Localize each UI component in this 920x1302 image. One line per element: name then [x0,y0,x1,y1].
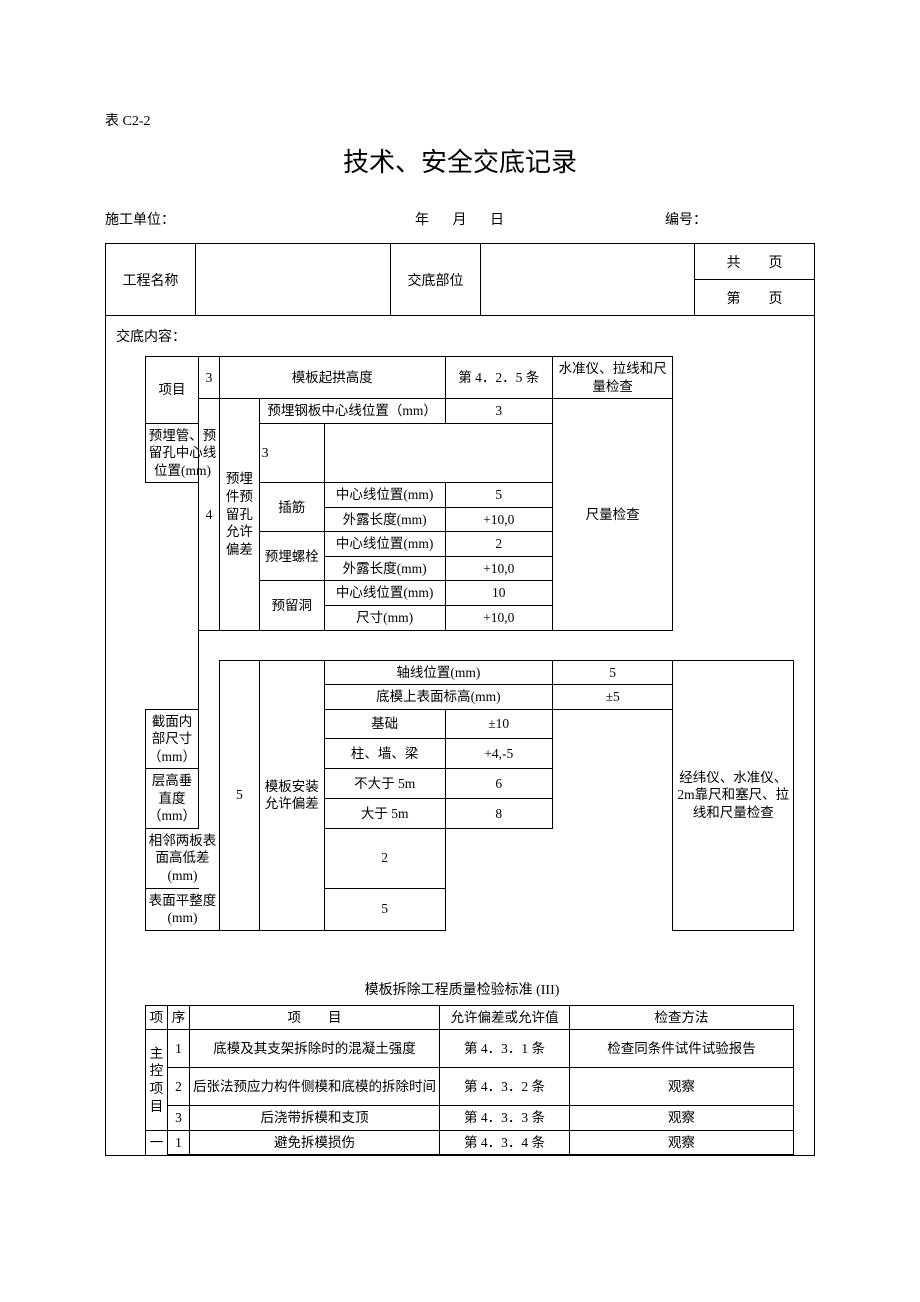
r5-3-item: 基础 [324,709,445,739]
day-label: 日 [490,213,504,228]
page-label-1: 第 [727,292,741,307]
r4-5-value: 2 [445,532,552,557]
t2-r3-method: 观察 [570,1106,794,1131]
t2-r1-item: 底模及其支架拆除时的混凝土强度 [190,1030,440,1068]
part-value [481,244,695,316]
inner-table-1: 项目 3 模板起拱高度 第 4．2．5 条 水准仪、拉线和尺量检查 4 预埋件预… [145,356,794,931]
r4-method: 尺量检查 [552,399,673,630]
t2-r3-item: 后浇带拆模和支顶 [190,1106,440,1131]
t2-r1-value: 第 4．3．1 条 [440,1030,570,1068]
r3-num: 3 [199,357,220,399]
meta-row: 施工单位： 年 月 日 编号： [105,209,815,229]
t2-r3-value: 第 4．3．3 条 [440,1106,570,1131]
total-label-1: 共 [727,256,741,271]
content-cell: 交底内容： 项目 3 模板起拱高度 第 4．2．5 条 水准仪、拉线和尺量检查 [106,316,815,1156]
t2-r1-n: 1 [168,1030,190,1068]
r4-7-item: 中心线位置(mm) [324,581,445,606]
r5-method: 经纬仪、水准仪、2m靠尺和塞尺、拉线和尺量检查 [673,660,794,930]
r5-5-item: 不大于 5m [324,769,445,799]
r5-4-value: +4,-5 [445,739,552,769]
r5-6-value: 8 [445,799,552,829]
r4-4-value: +10,0 [445,507,552,532]
r5-2-item: 底模上表面标高(mm) [324,685,552,710]
r5-6-item: 大于 5m [324,799,445,829]
t2-r2-value: 第 4．3．2 条 [440,1068,570,1106]
r4-6-value: +10,0 [445,556,552,581]
r4-3-item: 中心线位置(mm) [324,483,445,508]
r5-num: 5 [220,660,260,930]
t2-r2-n: 2 [168,1068,190,1106]
r4-1-item: 预埋钢板中心线位置（mm） [259,399,445,424]
r5-group: 模板安装允许偏差 [259,660,324,930]
t2-h2: 序 [168,1005,190,1030]
t2-r4-method: 观察 [570,1130,794,1155]
form-code: 表 C2-2 [105,110,815,130]
r5-4-item: 柱、墙、梁 [324,739,445,769]
r4-6-item: 外露长度(mm) [324,556,445,581]
t2-r1-method: 检查同条件试件试验报告 [570,1030,794,1068]
r5-sub2: 层高垂直度（mm） [146,769,199,829]
t2-r3-n: 3 [168,1106,190,1131]
r5-7-item: 相邻两板表面高低差(mm) [146,828,220,888]
col-category: 项目 [146,357,199,424]
r5-8-item: 表面平整度(mm) [146,888,220,930]
page-label-2: 页 [769,292,783,307]
r4-4-item: 外露长度(mm) [324,507,445,532]
number-label: 编号： [665,209,815,229]
r4-8-item: 尺寸(mm) [324,606,445,631]
r3-item: 模板起拱高度 [220,357,446,399]
t2-h4: 允许偏差或允许值 [440,1005,570,1030]
t2-r4-n: 1 [168,1130,190,1155]
r5-1-item: 轴线位置(mm) [324,660,552,685]
content-label: 交底内容： [110,326,814,346]
r4-2-value: 3 [259,423,324,483]
t2-r4-item: 避免拆模损伤 [190,1130,440,1155]
table2-title: 模板拆除工程质量检验标准 (III) [110,979,814,999]
t2-r4-value: 第 4．3．4 条 [440,1130,570,1155]
r4-group: 预埋件预留孔允许偏差 [220,399,260,630]
r4-8-value: +10,0 [445,606,552,631]
r3-method: 水准仪、拉线和尺量检查 [552,357,673,399]
date-labels: 年 月 日 [405,209,665,229]
t2-group2: 一 [146,1130,168,1155]
r4-sub3: 预留洞 [259,581,324,630]
month-label: 月 [453,213,467,228]
r5-1-value: 5 [552,660,673,685]
t2-group: 主控项目 [146,1030,168,1131]
project-name-value [196,244,391,316]
t2-h1: 项 [146,1005,168,1030]
unit-label: 施工单位： [105,209,405,229]
total-label-2: 页 [769,256,783,271]
outer-table: 工程名称 交底部位 共 页 第 页 交底内容： [105,243,815,1156]
t2-r2-method: 观察 [570,1068,794,1106]
t2-h5: 检查方法 [570,1005,794,1030]
r5-3-value: ±10 [445,709,552,739]
year-label: 年 [415,213,429,228]
inner-table-2: 项 序 项 目 允许偏差或允许值 检查方法 主控项目 1 底模及其支架拆除时的混… [145,1005,794,1156]
r4-5-item: 中心线位置(mm) [324,532,445,557]
r4-3-value: 5 [445,483,552,508]
r5-sub1: 截面内部尺寸（mm） [146,709,199,769]
r4-2-item: 预埋管、预留孔中心线位置(mm) [146,423,220,483]
project-name-label: 工程名称 [106,244,196,316]
main-title: 技术、安全交底记录 [105,142,815,179]
t2-h3: 项 目 [190,1005,440,1030]
current-page: 第 页 [695,280,815,316]
t2-r2-item: 后张法预应力构件侧模和底模的拆除时间 [190,1068,440,1106]
total-pages: 共 页 [695,244,815,280]
r4-sub2: 预埋螺栓 [259,532,324,581]
r3-value: 第 4．2．5 条 [445,357,552,399]
r5-7-value: 2 [324,828,445,888]
r5-8-value: 5 [324,888,445,930]
r4-1-value: 3 [445,399,552,424]
r5-5-value: 6 [445,769,552,799]
part-label: 交底部位 [391,244,481,316]
r4-sub1: 插筋 [259,483,324,532]
r4-7-value: 10 [445,581,552,606]
r5-2-value: ±5 [552,685,673,710]
